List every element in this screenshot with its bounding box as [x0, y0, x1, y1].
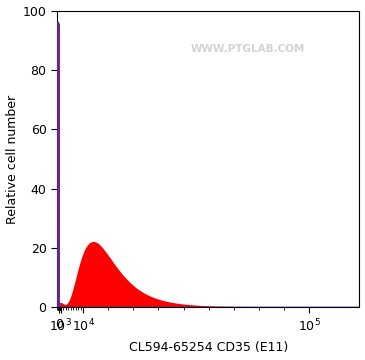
Text: WWW.PTGLAB.COM: WWW.PTGLAB.COM	[191, 44, 305, 54]
X-axis label: CL594-65254 CD35 (E11): CL594-65254 CD35 (E11)	[128, 341, 288, 355]
Y-axis label: Relative cell number: Relative cell number	[5, 94, 19, 224]
